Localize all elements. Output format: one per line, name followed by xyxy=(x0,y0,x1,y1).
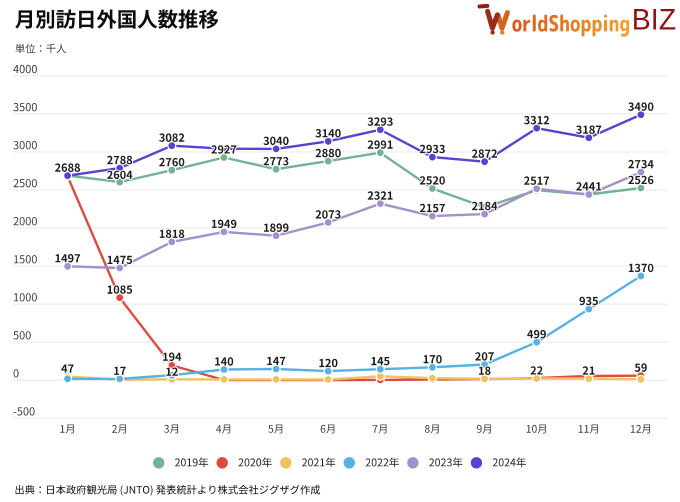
svg-text:BIZ: BIZ xyxy=(632,4,676,37)
